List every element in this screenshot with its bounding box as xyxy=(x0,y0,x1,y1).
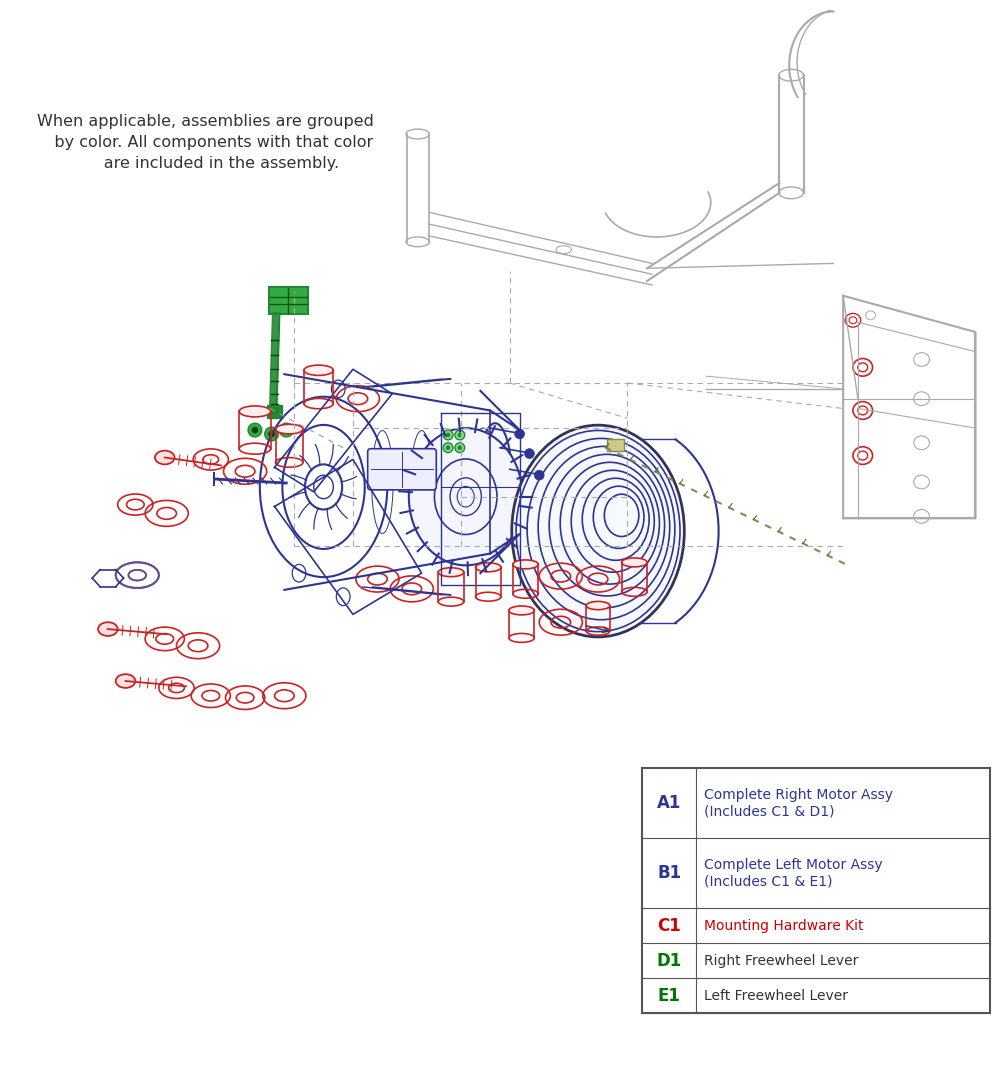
Text: Right Freewheel Lever: Right Freewheel Lever xyxy=(704,954,858,968)
Ellipse shape xyxy=(509,605,534,615)
Text: B1: B1 xyxy=(657,865,681,883)
Ellipse shape xyxy=(155,451,175,465)
Circle shape xyxy=(269,431,275,437)
Ellipse shape xyxy=(438,568,464,577)
FancyBboxPatch shape xyxy=(607,439,624,451)
Circle shape xyxy=(515,430,525,439)
Text: A1: A1 xyxy=(657,794,681,812)
Text: C1: C1 xyxy=(657,917,681,935)
Ellipse shape xyxy=(458,446,462,450)
Bar xyxy=(267,405,282,418)
Ellipse shape xyxy=(455,430,465,440)
Circle shape xyxy=(265,427,278,441)
Ellipse shape xyxy=(116,674,135,688)
Ellipse shape xyxy=(478,423,512,540)
Ellipse shape xyxy=(455,442,465,453)
Text: When applicable, assemblies are grouped
   by color. All components with that co: When applicable, assemblies are grouped … xyxy=(37,114,374,172)
Text: Mounting Hardware Kit: Mounting Hardware Kit xyxy=(704,919,863,933)
Ellipse shape xyxy=(446,433,450,437)
Ellipse shape xyxy=(409,429,523,565)
Ellipse shape xyxy=(443,430,453,440)
Text: Complete Left Motor Assy
(Includes C1 & E1): Complete Left Motor Assy (Includes C1 & … xyxy=(704,858,883,889)
FancyBboxPatch shape xyxy=(368,449,436,490)
Ellipse shape xyxy=(586,601,610,610)
Circle shape xyxy=(525,449,534,458)
Ellipse shape xyxy=(304,366,333,375)
Ellipse shape xyxy=(513,560,538,569)
Circle shape xyxy=(248,423,262,437)
Text: D1: D1 xyxy=(657,952,682,970)
Ellipse shape xyxy=(98,623,118,636)
Bar xyxy=(642,769,990,1014)
Circle shape xyxy=(534,470,544,480)
Text: E1: E1 xyxy=(658,987,681,1005)
Circle shape xyxy=(279,423,293,437)
Ellipse shape xyxy=(239,406,271,417)
Ellipse shape xyxy=(476,563,501,571)
Text: Left Freewheel Lever: Left Freewheel Lever xyxy=(704,989,848,1003)
Ellipse shape xyxy=(446,446,450,450)
Ellipse shape xyxy=(512,425,684,636)
Ellipse shape xyxy=(622,558,647,567)
Circle shape xyxy=(283,427,289,433)
Ellipse shape xyxy=(458,433,462,437)
Ellipse shape xyxy=(276,424,303,434)
FancyBboxPatch shape xyxy=(269,287,308,314)
Polygon shape xyxy=(270,313,279,408)
Ellipse shape xyxy=(443,442,453,453)
Circle shape xyxy=(252,427,258,433)
Text: Complete Right Motor Assy
(Includes C1 & D1): Complete Right Motor Assy (Includes C1 &… xyxy=(704,788,893,819)
